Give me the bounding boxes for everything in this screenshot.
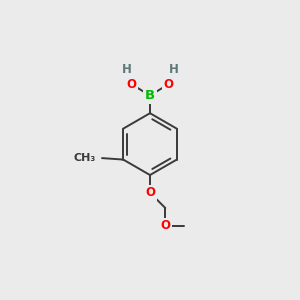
Text: O: O bbox=[145, 186, 155, 199]
Text: CH₃: CH₃ bbox=[73, 152, 95, 163]
Text: O: O bbox=[160, 219, 170, 232]
Text: B: B bbox=[145, 89, 155, 102]
Text: H: H bbox=[169, 63, 178, 76]
Text: O: O bbox=[127, 78, 137, 91]
Text: O: O bbox=[163, 78, 173, 91]
Text: H: H bbox=[122, 63, 131, 76]
